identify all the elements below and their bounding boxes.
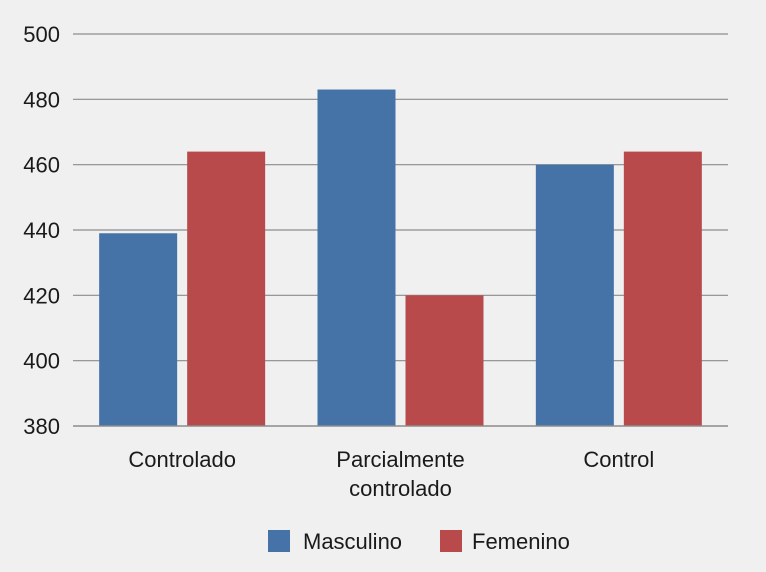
legend-item-masculino[interactable]: Masculino xyxy=(268,529,402,554)
x-category-label: Parcialmente controlado xyxy=(336,447,464,501)
y-tick-label: 440 xyxy=(23,218,60,243)
bar-femenino-3 xyxy=(623,151,702,426)
x-category-label-line: Control xyxy=(583,447,654,472)
bars xyxy=(99,89,702,427)
x-category-label-line: Parcialmente xyxy=(336,447,464,472)
y-tick-label: 460 xyxy=(23,153,60,178)
bar-masculino-1 xyxy=(99,233,178,426)
bar-femenino-1 xyxy=(187,151,266,426)
grid-lines xyxy=(73,33,728,362)
legend-label: Masculino xyxy=(303,529,402,554)
legend-swatch xyxy=(268,530,290,552)
bar-femenino-2 xyxy=(405,295,484,426)
legend-swatch xyxy=(440,530,462,552)
y-tick-label: 500 xyxy=(23,22,60,47)
bar-masculino-2 xyxy=(317,89,396,427)
x-category-label: Control xyxy=(583,447,654,472)
y-tick-label: 420 xyxy=(23,283,60,308)
x-category-label-line: controlado xyxy=(349,476,452,501)
x-axis-categories: Controlado Parcialmente controlado Control xyxy=(128,447,654,501)
x-category-label: Controlado xyxy=(128,447,236,472)
legend-label: Femenino xyxy=(472,529,570,554)
y-tick-label: 400 xyxy=(23,349,60,374)
legend[interactable]: Masculino Femenino xyxy=(268,529,570,554)
y-tick-label: 380 xyxy=(23,414,60,439)
y-tick-label: 480 xyxy=(23,87,60,112)
y-axis-ticks: 380 400 420 440 460 480 500 xyxy=(23,22,60,439)
legend-item-femenino[interactable]: Femenino xyxy=(440,529,570,554)
bar-masculino-3 xyxy=(535,164,614,426)
x-category-label-line: Controlado xyxy=(128,447,236,472)
